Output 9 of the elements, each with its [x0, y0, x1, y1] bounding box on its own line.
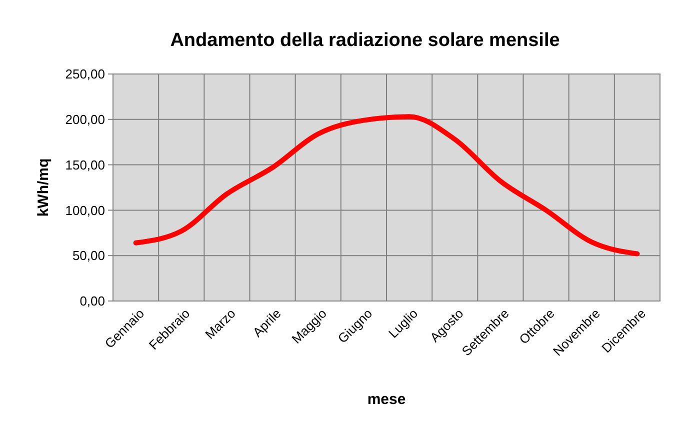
y-tick-label: 50,00 [72, 248, 105, 264]
x-axis-title: mese [367, 391, 406, 408]
chart-title: Andamento della radiazione solare mensile [170, 30, 560, 51]
y-tick-label: 0,00 [80, 294, 105, 309]
y-tick-label: 150,00 [65, 157, 105, 172]
y-tick-label: 100,00 [65, 202, 105, 218]
y-axis-title: kWh/mq [35, 158, 52, 217]
y-tick-label: 250,00 [65, 66, 105, 82]
y-tick-label: 200,00 [65, 112, 105, 127]
